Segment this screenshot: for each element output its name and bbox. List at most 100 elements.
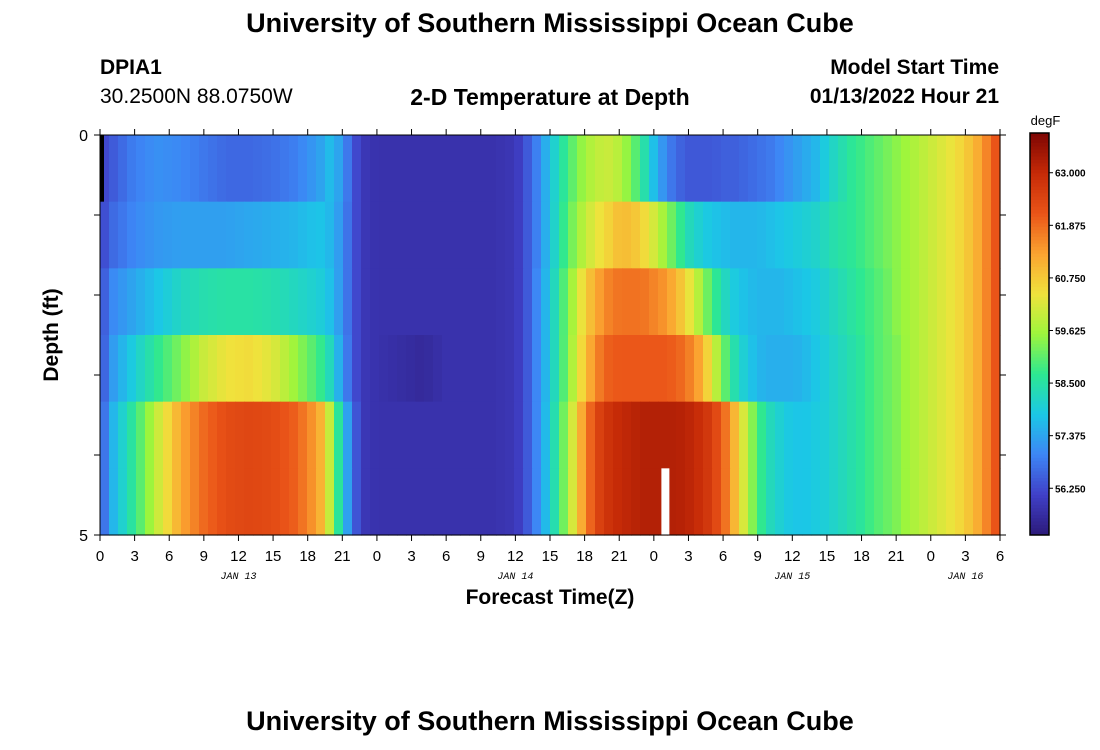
heatmap-cell bbox=[955, 135, 965, 203]
heatmap-cell bbox=[118, 335, 128, 403]
heatmap-cell bbox=[946, 268, 956, 336]
colorbar-segment bbox=[1030, 163, 1049, 167]
heatmap-cell bbox=[244, 401, 254, 469]
heatmap-cell bbox=[631, 201, 641, 269]
heatmap-cell bbox=[244, 135, 254, 203]
heatmap-cell bbox=[415, 201, 425, 269]
heatmap-cell bbox=[307, 135, 317, 203]
heatmap-cell bbox=[352, 335, 362, 403]
heatmap-cell bbox=[586, 401, 596, 469]
heatmap-cell bbox=[766, 468, 776, 536]
colorbar-segment bbox=[1030, 283, 1049, 288]
heatmap-cell bbox=[856, 135, 866, 203]
colorbar-segment bbox=[1030, 461, 1049, 466]
heatmap-cell bbox=[442, 468, 452, 536]
heatmap-cell bbox=[370, 335, 380, 403]
heatmap-cell bbox=[550, 268, 560, 336]
heatmap-cell bbox=[496, 201, 506, 269]
heatmap-cell bbox=[802, 201, 812, 269]
heatmap-cell bbox=[541, 201, 551, 269]
heatmap-cell bbox=[370, 401, 380, 469]
heatmap-cell bbox=[478, 401, 488, 469]
heatmap-cell bbox=[271, 135, 281, 203]
colorbar-segment bbox=[1030, 464, 1049, 469]
colorbar-segment bbox=[1030, 364, 1049, 368]
heatmap-cell bbox=[181, 201, 191, 269]
heatmap-cell bbox=[280, 201, 290, 269]
heatmap-cell bbox=[388, 468, 398, 536]
heatmap-cell bbox=[181, 268, 191, 336]
heatmap-cell bbox=[568, 201, 578, 269]
colorbar-segment bbox=[1030, 133, 1049, 137]
colorbar-segment bbox=[1030, 340, 1049, 345]
heatmap-cell bbox=[820, 135, 830, 203]
heatmap-cell bbox=[487, 135, 497, 203]
heatmap-cell bbox=[217, 401, 227, 469]
colorbar-segment bbox=[1030, 277, 1049, 281]
heatmap-cell bbox=[856, 335, 866, 403]
heatmap-cell bbox=[757, 335, 767, 403]
date-label: JAN 15 bbox=[774, 572, 810, 583]
heatmap-cell bbox=[595, 468, 605, 536]
colorbar-segment bbox=[1030, 374, 1049, 379]
heatmap-cell bbox=[847, 201, 857, 269]
heatmap-cell bbox=[991, 468, 1001, 536]
heatmap-cell bbox=[163, 401, 173, 469]
heatmap-cell bbox=[784, 135, 794, 203]
colorbar-segment bbox=[1030, 166, 1049, 171]
colorbar-segment bbox=[1030, 210, 1049, 214]
station-id: DPIA1 bbox=[100, 56, 162, 79]
heatmap-cell bbox=[496, 401, 506, 469]
heatmap-cell bbox=[352, 201, 362, 269]
heatmap-cell bbox=[235, 401, 245, 469]
heatmap-cell bbox=[325, 201, 335, 269]
heatmap-cell bbox=[208, 401, 218, 469]
heatmap-cell bbox=[145, 401, 155, 469]
colorbar-segment bbox=[1030, 233, 1049, 238]
heatmap-cell bbox=[739, 201, 749, 269]
heatmap-cell bbox=[460, 335, 470, 403]
colorbar-segment bbox=[1030, 206, 1049, 211]
heatmap-cell bbox=[685, 335, 695, 403]
heatmap-cell bbox=[577, 468, 587, 536]
heatmap-cell bbox=[631, 135, 641, 203]
heatmap-cell bbox=[838, 268, 848, 336]
heatmap-cell bbox=[361, 335, 371, 403]
heatmap-cell bbox=[298, 135, 308, 203]
heatmap-cell bbox=[118, 268, 128, 336]
heatmap-cell bbox=[289, 468, 299, 536]
heatmap-cell bbox=[280, 135, 290, 203]
heatmap-cell bbox=[892, 401, 902, 469]
heatmap-cell bbox=[676, 135, 686, 203]
heatmap-cell bbox=[667, 135, 677, 203]
date-label: JAN 16 bbox=[947, 572, 983, 583]
heatmap-cell bbox=[199, 335, 209, 403]
colorbar-segment bbox=[1030, 230, 1049, 234]
heatmap-cell bbox=[982, 335, 992, 403]
heatmap-cell bbox=[397, 268, 407, 336]
heatmap-cell bbox=[541, 268, 551, 336]
heatmap-cells bbox=[100, 135, 1001, 536]
colorbar-segment bbox=[1030, 307, 1049, 312]
colorbar-tick-label: 57.375 bbox=[1055, 432, 1086, 443]
heatmap-cell bbox=[541, 335, 551, 403]
heatmap-cell bbox=[442, 201, 452, 269]
x-tick-label: 3 bbox=[961, 548, 969, 565]
heatmap-cell bbox=[109, 335, 119, 403]
heatmap-cell bbox=[145, 268, 155, 336]
heatmap-cell bbox=[550, 468, 560, 536]
heatmap-cell bbox=[316, 468, 326, 536]
heatmap-cell bbox=[433, 201, 443, 269]
heatmap-cell bbox=[433, 268, 443, 336]
heatmap-cell bbox=[406, 135, 416, 203]
heatmap-cell bbox=[604, 335, 614, 403]
heatmap-cell bbox=[199, 135, 209, 203]
heatmap-cell bbox=[874, 201, 884, 269]
heatmap-cell bbox=[361, 201, 371, 269]
heatmap-cell bbox=[550, 135, 560, 203]
heatmap-cell bbox=[388, 268, 398, 336]
colorbar-segment bbox=[1030, 347, 1049, 352]
heatmap-cell bbox=[280, 468, 290, 536]
heatmap-cell bbox=[793, 135, 803, 203]
heatmap-cell bbox=[181, 468, 191, 536]
